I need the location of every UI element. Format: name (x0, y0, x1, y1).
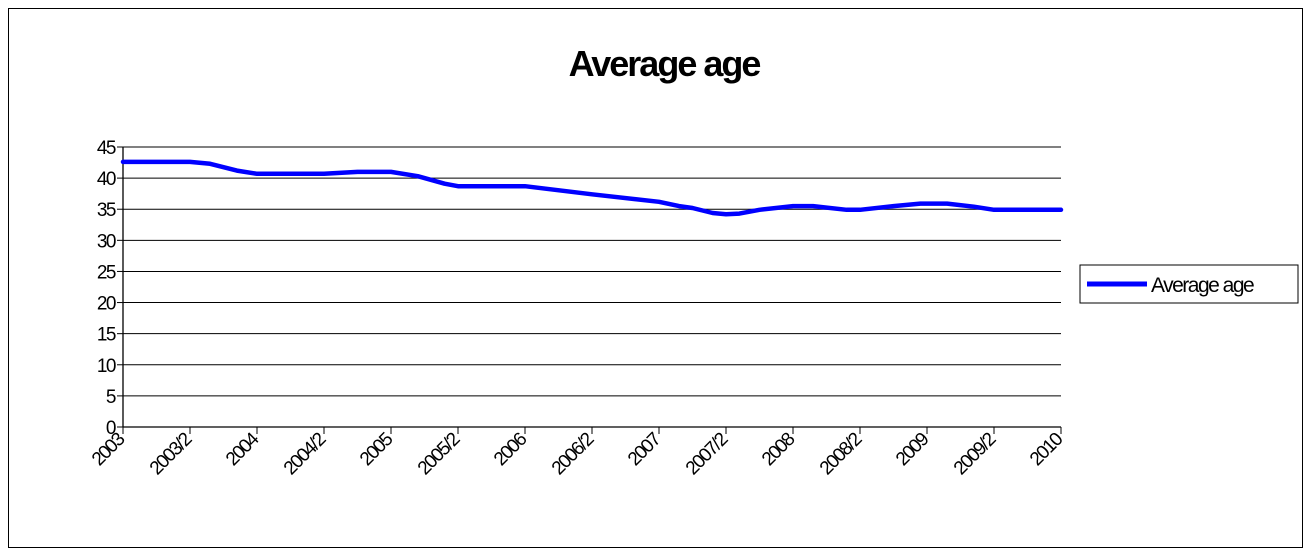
x-tick-label: 2008/2 (816, 429, 866, 479)
chart-title: Average age (569, 43, 761, 84)
y-tick-label: 10 (97, 356, 116, 377)
y-tick-label: 0 (106, 418, 116, 439)
y-tick-label: 25 (97, 262, 116, 283)
x-tick-label: 2010 (1026, 429, 1067, 470)
gridlines (123, 146, 1061, 397)
y-tick-label: 20 (97, 294, 116, 315)
x-tick-label: 2003 (88, 429, 129, 470)
series-layer (120, 159, 1064, 217)
series-line (120, 159, 1064, 217)
y-tick-label: 15 (97, 325, 116, 346)
y-tick-label: 35 (97, 200, 116, 221)
x-tick-label: 2003/2 (146, 429, 196, 479)
y-tick-label: 5 (106, 387, 116, 408)
chart-area: Average age 0 5 10 15 20 25 30 35 40 45 2003 2003/2… (8, 8, 1303, 548)
y-tick-label: 40 (97, 169, 116, 190)
x-tick-label: 2006 (490, 429, 531, 470)
legend: Average age (1079, 264, 1299, 304)
x-tick-label: 2005/2 (414, 429, 464, 479)
x-tick-label: 2005 (356, 429, 397, 470)
y-tick-label: 30 (97, 231, 116, 252)
x-tick-label: 2007/2 (682, 429, 732, 479)
x-tick-label: 2007 (624, 429, 665, 470)
axes: 0 5 10 15 20 25 30 35 40 45 2003 2003/2 2004 2004/2 20… (88, 138, 1067, 479)
y-tick-label: 45 (97, 138, 116, 159)
line-chart: Average age 0 5 10 15 20 25 30 35 40 45 2003 2003/2… (88, 43, 1299, 479)
x-tick-label: 2004/2 (280, 429, 330, 479)
x-tick-label: 2008 (758, 429, 799, 470)
x-tick-label: 2004 (222, 428, 264, 470)
x-tick-label: 2009/2 (950, 429, 1000, 479)
x-tick-label: 2009 (892, 429, 933, 470)
legend-label: Average age (1151, 274, 1254, 297)
x-tick-label: 2006/2 (548, 429, 598, 479)
